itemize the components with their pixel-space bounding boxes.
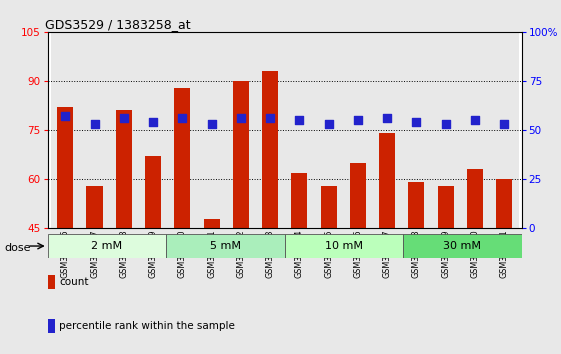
Bar bbox=[48, 234, 166, 258]
Point bbox=[353, 118, 362, 123]
Bar bbox=[145, 156, 161, 354]
Bar bbox=[57, 107, 73, 354]
Text: 10 mM: 10 mM bbox=[325, 241, 363, 251]
Bar bbox=[226, 32, 255, 228]
Bar bbox=[174, 87, 190, 354]
Bar bbox=[166, 234, 285, 258]
Bar bbox=[139, 32, 168, 228]
Point bbox=[207, 121, 216, 127]
Bar bbox=[320, 186, 337, 354]
Point bbox=[383, 115, 392, 121]
Bar bbox=[168, 32, 197, 228]
Bar bbox=[86, 186, 103, 354]
Text: count: count bbox=[59, 277, 89, 287]
Point bbox=[149, 119, 158, 125]
Point bbox=[61, 114, 70, 119]
Point bbox=[178, 115, 187, 121]
Bar bbox=[109, 32, 139, 228]
Text: 5 mM: 5 mM bbox=[210, 241, 241, 251]
Point bbox=[119, 115, 128, 121]
Bar bbox=[284, 234, 403, 258]
Bar bbox=[467, 170, 483, 354]
Text: 2 mM: 2 mM bbox=[91, 241, 122, 251]
Text: percentile rank within the sample: percentile rank within the sample bbox=[59, 321, 235, 331]
Bar bbox=[233, 81, 249, 354]
Bar bbox=[379, 133, 395, 354]
Bar bbox=[343, 32, 373, 228]
Bar bbox=[438, 186, 454, 354]
Bar bbox=[284, 32, 314, 228]
Point bbox=[295, 118, 304, 123]
Point bbox=[500, 121, 509, 127]
Bar bbox=[496, 179, 512, 354]
Text: dose: dose bbox=[4, 243, 31, 253]
Text: GDS3529 / 1383258_at: GDS3529 / 1383258_at bbox=[45, 18, 191, 31]
Bar bbox=[460, 32, 490, 228]
Point bbox=[412, 119, 421, 125]
Bar bbox=[402, 32, 431, 228]
Point bbox=[90, 121, 99, 127]
Point bbox=[471, 118, 480, 123]
Point bbox=[236, 115, 245, 121]
Point bbox=[324, 121, 333, 127]
Text: 30 mM: 30 mM bbox=[444, 241, 481, 251]
Bar bbox=[80, 32, 109, 228]
Bar bbox=[197, 32, 226, 228]
Bar bbox=[373, 32, 402, 228]
Bar bbox=[255, 32, 285, 228]
Bar bbox=[116, 110, 132, 354]
Bar bbox=[204, 218, 219, 354]
Point bbox=[265, 115, 274, 121]
Bar bbox=[350, 163, 366, 354]
Bar bbox=[408, 183, 425, 354]
Bar bbox=[291, 173, 307, 354]
Bar bbox=[403, 234, 522, 258]
Bar bbox=[50, 32, 80, 228]
Bar bbox=[314, 32, 343, 228]
Point bbox=[441, 121, 450, 127]
Bar bbox=[431, 32, 460, 228]
Bar bbox=[490, 32, 519, 228]
Bar bbox=[262, 71, 278, 354]
